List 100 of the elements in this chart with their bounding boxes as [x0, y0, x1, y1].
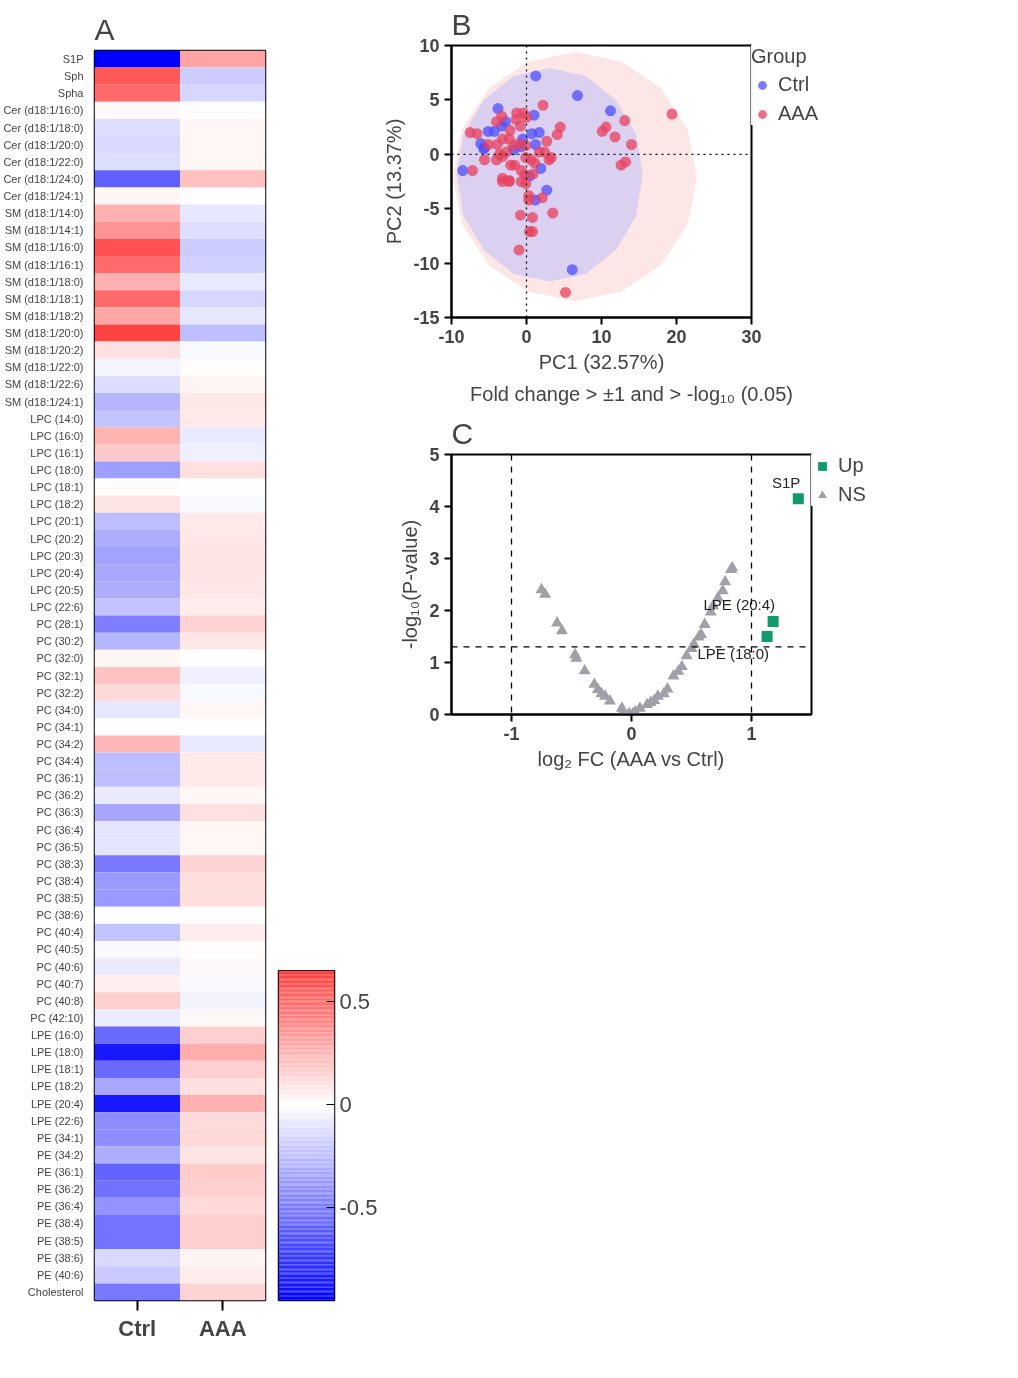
y-tick-label: -10: [413, 253, 440, 274]
y-tick-label: Cholesterol: [27, 1285, 84, 1298]
y-tick-label: PC (30:2): [36, 635, 84, 648]
legend-title: Group: [751, 45, 808, 68]
annotation: LPE (18:0): [697, 644, 770, 662]
y-tick-label: 5: [429, 90, 440, 111]
legend-label: Ctrl: [778, 73, 810, 96]
y-tick-label: PC (28:1): [36, 618, 84, 631]
y-tick-label: SM (d18:1/18:1): [4, 292, 84, 305]
color-bar-label: 0.5: [339, 988, 371, 1014]
y-tick-label: PC (36:1): [36, 772, 84, 785]
y-tick-label: PC (38:6): [36, 909, 84, 922]
y-tick-label: 4: [429, 497, 440, 517]
y-tick-label: PC (38:4): [36, 874, 84, 887]
y-tick-label: LPE (18:1): [30, 1063, 84, 1076]
color-bar-label: -0.5: [339, 1195, 378, 1221]
y-tick-label: 0: [429, 705, 440, 725]
y-tick-label: PE (38:4): [37, 1217, 84, 1230]
annotation: LPE (20:4): [703, 596, 776, 614]
y-tick-label: SM (d18:1/20:2): [4, 344, 84, 357]
y-tick-label: PC (42:10): [30, 1011, 84, 1024]
y-tick-label: PC (40:8): [36, 994, 84, 1007]
annotation: S1P: [771, 473, 801, 491]
y-tick-label: Cer (d18:1/22:0): [3, 155, 84, 168]
y-tick-label: Cer (d18:1/24:1): [3, 190, 84, 203]
y-tick-label: PE (38:6): [37, 1251, 84, 1264]
y-tick-label: SM (d18:1/16:0): [4, 241, 84, 254]
y-tick-label: SM (d18:1/18:2): [4, 309, 84, 322]
y-tick-label: 0: [429, 144, 440, 165]
y-tick-label: PE (34:1): [37, 1131, 84, 1144]
legend-label: Up: [838, 454, 864, 477]
text: B: [451, 7, 472, 41]
y-tick-label: PC (36:4): [36, 823, 84, 836]
y-tick-label: LPE (18:0): [30, 1046, 84, 1059]
y-tick-label: PE (36:1): [37, 1166, 84, 1179]
y-tick-label: PC (40:6): [36, 960, 84, 973]
y-tick-label: SM (d18:1/18:0): [4, 275, 84, 288]
y-tick-label: PE (40:6): [37, 1268, 84, 1281]
y-tick-label: LPC (20:3): [30, 549, 84, 562]
y-tick-label: PC (38:3): [36, 857, 84, 870]
y-tick-label: PE (36:2): [37, 1183, 84, 1196]
y-tick-label: PC (34:1): [36, 720, 84, 733]
y-tick-label: LPE (18:2): [30, 1080, 84, 1093]
y-tick-label: PC (36:3): [36, 806, 84, 819]
text: C: [451, 416, 474, 450]
x-axis-title: PC1 (32.57%): [538, 350, 665, 373]
y-tick-label: PC (34:2): [36, 737, 84, 750]
y-tick-label: 5: [429, 445, 440, 465]
x-tick-label: 10: [591, 326, 612, 347]
y-tick-label: SM (d18:1/22:0): [4, 361, 84, 374]
y-tick-label: LPC (20:4): [30, 566, 84, 579]
y-tick-label: PC (40:7): [36, 977, 84, 990]
y-tick-label: LPC (16:0): [30, 429, 84, 442]
y-tick-label: Cer (d18:1/16:0): [3, 104, 84, 117]
y-tick-label: SM (d18:1/20:0): [4, 327, 84, 340]
x-tick-label: 1: [746, 723, 757, 744]
y-tick-label: PE (34:2): [37, 1148, 84, 1161]
y-tick-label: 1: [429, 653, 440, 673]
y-tick-label: SM (d18:1/14:0): [4, 207, 84, 220]
color-bar-label: 0: [339, 1092, 352, 1118]
y-tick-label: PC (40:5): [36, 943, 84, 956]
x-tick-label: 0: [626, 723, 637, 744]
text: A: [94, 12, 115, 46]
y-tick-label: -5: [423, 199, 440, 220]
legend-label: AAA: [778, 102, 819, 125]
y-axis-title: -log₁₀(P-value): [399, 519, 422, 650]
y-tick-label: LPC (18:2): [30, 498, 84, 511]
y-tick-label: LPE (20:4): [30, 1097, 84, 1110]
y-tick-label: LPC (14:0): [30, 412, 84, 425]
y-tick-label: PC (40:4): [36, 926, 84, 939]
y-tick-label: S1P: [62, 53, 84, 66]
x-axis-title: log₂ FC (AAA vs Ctrl): [537, 747, 725, 770]
y-tick-label: 2: [429, 601, 440, 621]
y-tick-label: PC (34:0): [36, 703, 84, 716]
y-tick-label: PC (32:1): [36, 669, 84, 682]
y-tick-label: PE (36:4): [37, 1200, 84, 1213]
x-tick-label: 20: [666, 326, 687, 347]
y-tick-label: SM (d18:1/22:6): [4, 378, 84, 391]
legend-label: NS: [838, 483, 866, 506]
chart-title: Fold change > ±1 and > -log₁₀ (0.05): [470, 382, 793, 405]
y-tick-label: LPC (18:1): [30, 481, 84, 494]
y-tick-label: SM (d18:1/24:1): [4, 395, 84, 408]
y-tick-label: PC (32:2): [36, 686, 84, 699]
y-tick-label: LPC (22:6): [30, 601, 84, 614]
y-axis-title: PC2 (13.37%): [383, 118, 406, 245]
y-tick-label: PC (34:4): [36, 755, 84, 768]
x-tick-label: 0: [521, 326, 532, 347]
y-tick-label: PC (36:5): [36, 840, 84, 853]
x-tick-label: 30: [741, 326, 762, 347]
y-tick-label: LPC (20:2): [30, 532, 84, 545]
y-tick-label: LPC (18:0): [30, 464, 84, 477]
y-tick-label: PC (38:5): [36, 892, 84, 905]
y-tick-label: Cer (d18:1/24:0): [3, 172, 84, 185]
y-tick-label: 3: [429, 549, 440, 569]
y-tick-label: Spha: [57, 87, 85, 100]
y-tick-label: Sph: [63, 70, 84, 83]
y-tick-label: LPE (22:6): [30, 1114, 84, 1127]
y-tick-label: -15: [413, 308, 440, 328]
y-tick-label: SM (d18:1/16:1): [4, 258, 84, 271]
y-tick-label: SM (d18:1/14:1): [4, 224, 84, 237]
